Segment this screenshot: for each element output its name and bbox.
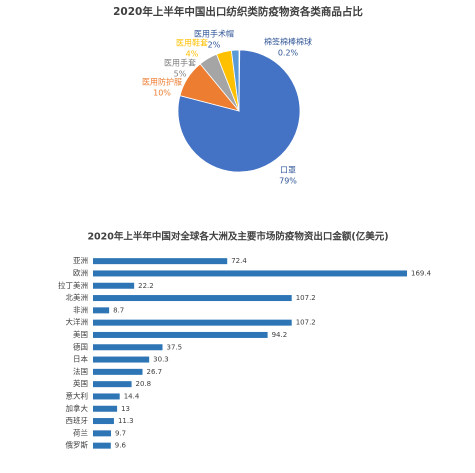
value-label: 169.4 xyxy=(411,269,432,277)
slice-label: 医用手术帽 xyxy=(194,29,234,39)
slice-value: 10% xyxy=(153,89,171,98)
y-tick-label: 英国 xyxy=(73,378,88,388)
bar xyxy=(93,430,111,437)
slice-value: 4% xyxy=(186,50,199,59)
slice-label: 棉签棉棒棉球 xyxy=(264,37,312,47)
value-label: 30.3 xyxy=(153,356,169,364)
slice-label: 医用手套 xyxy=(164,58,196,68)
bar xyxy=(93,258,228,265)
bar xyxy=(93,319,292,326)
y-tick-label: 加拿大 xyxy=(66,403,89,413)
y-tick-label: 俄罗斯 xyxy=(66,440,89,450)
bar xyxy=(93,344,163,351)
bar xyxy=(93,331,268,338)
bar xyxy=(93,418,114,425)
bar xyxy=(93,442,111,449)
slice-value: 0.2% xyxy=(278,49,299,58)
y-tick-label: 北美洲 xyxy=(66,292,89,302)
value-label: 107.2 xyxy=(296,294,316,302)
value-label: 8.7 xyxy=(113,306,124,314)
value-label: 22.2 xyxy=(138,282,154,290)
slice-value: 5% xyxy=(174,70,187,79)
value-label: 9.7 xyxy=(115,429,126,437)
value-label: 107.2 xyxy=(296,319,316,327)
y-tick-label: 法国 xyxy=(73,366,88,376)
value-label: 26.7 xyxy=(146,368,162,376)
y-tick-label: 非洲 xyxy=(73,304,88,314)
bar-title: 2020年上半年中国对全球各大洲及主要市场防疫物资出口金额(亿美元) xyxy=(87,231,388,243)
pie-title: 2020年上半年中国出口纺织类防疫物资各类商品占比 xyxy=(113,5,363,18)
bar xyxy=(93,393,120,400)
slice-value: 79% xyxy=(279,177,297,186)
slice-label: 医用防护服 xyxy=(142,77,182,87)
y-tick-label: 意大利 xyxy=(66,390,89,400)
value-label: 11.3 xyxy=(118,417,134,425)
value-label: 72.4 xyxy=(231,257,247,265)
value-label: 14.4 xyxy=(124,392,140,400)
bar xyxy=(93,282,135,289)
y-tick-label: 日本 xyxy=(73,354,88,364)
value-label: 9.6 xyxy=(115,442,127,450)
y-tick-label: 德国 xyxy=(73,341,88,351)
slice-value: 2% xyxy=(208,41,221,50)
value-label: 13 xyxy=(121,405,130,413)
bar xyxy=(93,405,118,412)
bar xyxy=(93,381,132,388)
y-tick-label: 拉丁美洲 xyxy=(58,280,88,290)
y-tick-label: 美国 xyxy=(73,329,88,339)
bar xyxy=(93,368,143,375)
slice-label: 口罩 xyxy=(280,166,296,175)
bar xyxy=(93,270,407,277)
value-label: 37.5 xyxy=(167,343,183,351)
pie-slice xyxy=(230,49,240,112)
y-tick-label: 大洋洲 xyxy=(66,317,89,327)
slice-label: 医用鞋套 xyxy=(176,38,208,48)
bar xyxy=(93,307,110,314)
y-tick-label: 荷兰 xyxy=(73,427,88,437)
y-tick-label: 亚洲 xyxy=(73,256,88,265)
y-tick-label: 欧洲 xyxy=(73,267,88,277)
bar xyxy=(93,356,150,363)
value-label: 20.8 xyxy=(136,380,152,388)
value-label: 94.2 xyxy=(272,331,288,339)
y-tick-label: 西班牙 xyxy=(66,415,89,425)
bar xyxy=(93,295,292,302)
